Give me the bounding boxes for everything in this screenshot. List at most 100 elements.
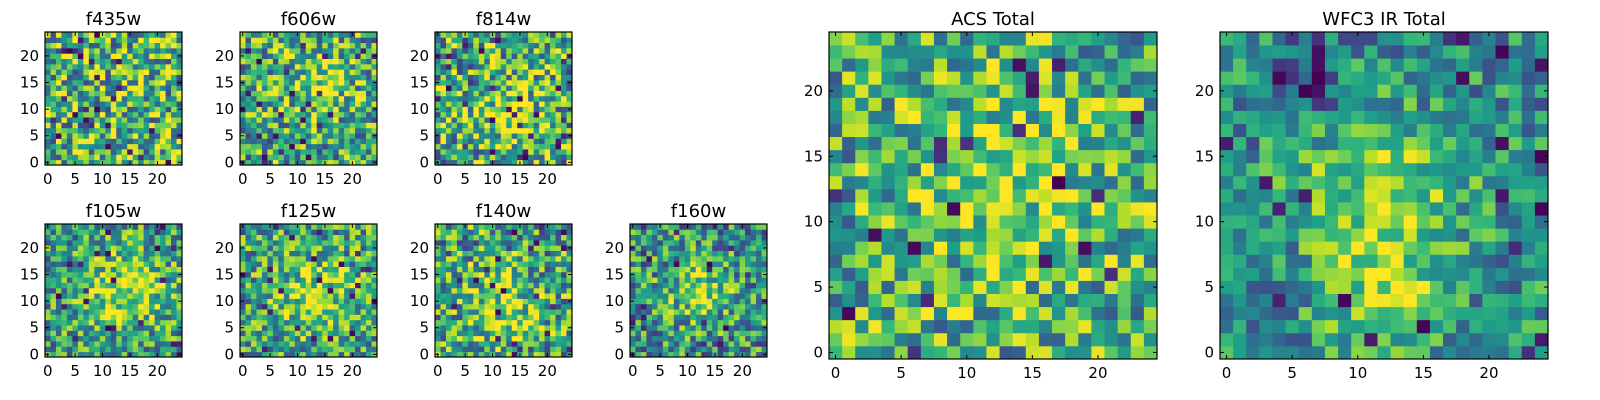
heatmap-cell xyxy=(289,85,296,91)
heatmap-cell xyxy=(745,309,751,315)
heatmap-cell xyxy=(651,341,658,347)
heatmap-cell xyxy=(1091,280,1105,294)
heatmap-cell xyxy=(110,224,117,230)
heatmap-cell xyxy=(478,117,485,123)
axes-frame xyxy=(239,223,378,358)
heatmap-cell xyxy=(327,74,334,81)
heatmap-cell xyxy=(561,330,567,337)
heatmap-cell xyxy=(322,309,329,315)
heatmap-cell xyxy=(333,309,340,315)
heatmap-cell xyxy=(489,229,496,236)
heatmap-cell xyxy=(371,101,378,107)
heatmap-cell xyxy=(999,202,1014,216)
heatmap-cell xyxy=(701,346,708,353)
heatmap-cell xyxy=(511,111,518,118)
heatmap-cell xyxy=(435,90,441,97)
heatmap-cell xyxy=(171,69,177,75)
heatmap-cell xyxy=(717,250,724,257)
heatmap-cell xyxy=(561,309,567,315)
heatmap-cell xyxy=(333,53,340,59)
heatmap-cell xyxy=(960,319,974,334)
heatmap-cell xyxy=(149,261,155,267)
heatmap-cell xyxy=(462,277,469,283)
heatmap-cell xyxy=(550,271,556,278)
heatmap-cell xyxy=(88,314,95,321)
heatmap-cell xyxy=(165,319,172,326)
heatmap-cell xyxy=(316,95,323,102)
heatmap-cell xyxy=(94,255,101,262)
heatmap-cell xyxy=(668,234,675,241)
heatmap-cell xyxy=(171,319,177,326)
heatmap-cell xyxy=(462,239,469,246)
heatmap-cell xyxy=(842,293,856,308)
heatmap-cell xyxy=(294,69,301,75)
heatmap-cell xyxy=(154,239,161,246)
heatmap-cell xyxy=(154,58,161,65)
heatmap-cell xyxy=(94,224,101,230)
heatmap-cell xyxy=(61,90,68,97)
heatmap-cell xyxy=(360,341,367,347)
heatmap-cell xyxy=(311,234,318,241)
heatmap-cell xyxy=(544,239,551,246)
heatmap-cell xyxy=(94,330,101,337)
heatmap-cell xyxy=(149,224,155,230)
heatmap-cell xyxy=(250,330,257,337)
heatmap-cell xyxy=(662,271,669,278)
heatmap-cell xyxy=(495,245,502,251)
heatmap-cell xyxy=(272,90,279,97)
heatmap-cell xyxy=(138,58,145,65)
heatmap-cell xyxy=(550,32,556,38)
heatmap-cell xyxy=(745,224,751,230)
heatmap-cell xyxy=(250,37,257,44)
heatmap-cell xyxy=(50,133,57,139)
heatmap-cell xyxy=(566,127,573,134)
heatmap-cell xyxy=(289,287,296,294)
heatmap-cell xyxy=(435,234,441,241)
heatmap-cell xyxy=(245,37,252,44)
heatmap-cell xyxy=(881,306,895,321)
heatmap-cell xyxy=(143,277,150,283)
heatmap-cell xyxy=(240,154,246,161)
heatmap-cell xyxy=(1130,267,1145,281)
heatmap-cell xyxy=(1091,319,1105,334)
heatmap-cell xyxy=(723,298,730,305)
heatmap-cell xyxy=(522,37,529,44)
heatmap-cell xyxy=(528,69,535,75)
heatmap-cell xyxy=(278,138,285,145)
heatmap-cell xyxy=(289,63,296,70)
heatmap-cell xyxy=(684,266,691,273)
heatmap-cell xyxy=(66,287,73,294)
heatmap-cell xyxy=(72,298,79,305)
heatmap-cell xyxy=(267,341,274,347)
heatmap-cell xyxy=(110,303,117,310)
heatmap-cell xyxy=(973,280,987,294)
heatmap-cell xyxy=(679,325,686,331)
heatmap-cell xyxy=(728,234,735,241)
heatmap-cell xyxy=(327,255,334,262)
heatmap-cell xyxy=(83,85,90,91)
heatmap-cell xyxy=(544,266,551,273)
heatmap-cell xyxy=(712,266,719,273)
heatmap-cell xyxy=(566,143,573,150)
heatmap-cell xyxy=(544,271,551,278)
heatmap-cell xyxy=(495,53,502,59)
heatmap-cell xyxy=(143,271,150,278)
heatmap-cell xyxy=(489,117,496,123)
heatmap-cell xyxy=(77,69,84,75)
heatmap-cell xyxy=(240,330,246,337)
heatmap-cell xyxy=(240,90,246,97)
heatmap-cell xyxy=(322,255,329,262)
heatmap-cell xyxy=(894,241,909,255)
heatmap-cell xyxy=(478,149,485,155)
heatmap-cell xyxy=(533,85,540,91)
heatmap-cell xyxy=(272,303,279,310)
heatmap-cell xyxy=(555,63,562,70)
heatmap-cell xyxy=(311,277,318,283)
heatmap-cell xyxy=(761,239,768,246)
heatmap-cell xyxy=(283,101,290,107)
heatmap-cell xyxy=(706,250,713,257)
heatmap-cell xyxy=(55,224,62,230)
heatmap-cell xyxy=(673,250,680,257)
heatmap-cell xyxy=(132,314,139,321)
heatmap-cell xyxy=(1091,175,1105,190)
